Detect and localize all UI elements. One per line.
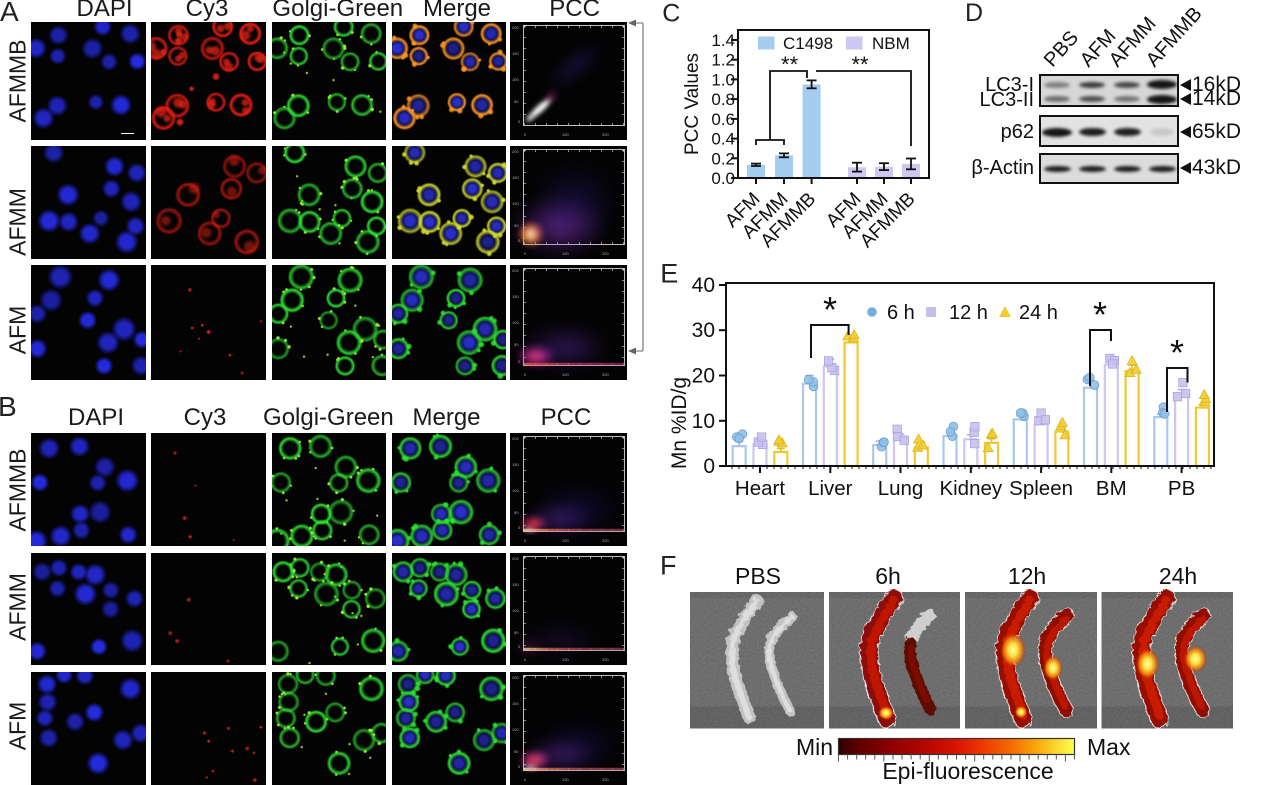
svg-text:6h: 6h	[875, 563, 901, 589]
svg-text:0.0: 0.0	[711, 169, 735, 188]
svg-text:*: *	[823, 289, 837, 330]
svg-text:12 h: 12 h	[949, 302, 988, 324]
svg-text:Kidney: Kidney	[939, 477, 1002, 500]
svg-text:Heart: Heart	[735, 477, 785, 500]
svg-text:Spleen: Spleen	[1009, 477, 1073, 500]
svg-text:0.2: 0.2	[711, 149, 735, 168]
svg-text:Max: Max	[1087, 734, 1131, 760]
svg-text:40: 40	[692, 274, 715, 297]
svg-text:PBS: PBS	[735, 563, 781, 589]
svg-text:**: **	[781, 52, 799, 77]
svg-text:24 h: 24 h	[1019, 302, 1058, 324]
svg-text:20: 20	[692, 365, 715, 388]
svg-text:24h: 24h	[1159, 563, 1197, 589]
svg-text:30: 30	[692, 319, 715, 342]
svg-text:PCC Values: PCC Values	[682, 53, 703, 155]
svg-text:Mn %ID/g: Mn %ID/g	[668, 377, 691, 469]
svg-text:Min: Min	[796, 734, 833, 760]
svg-text:0.4: 0.4	[711, 130, 735, 149]
svg-text:C1498: C1498	[783, 34, 833, 53]
svg-text:Lung: Lung	[878, 477, 924, 500]
svg-text:1.4: 1.4	[711, 31, 735, 50]
svg-text:6 h: 6 h	[887, 302, 915, 324]
svg-text:*: *	[1170, 332, 1184, 373]
svg-text:C: C	[662, 0, 680, 28]
svg-text:F: F	[660, 551, 677, 581]
svg-text:1.0: 1.0	[711, 70, 735, 89]
svg-text:BM: BM	[1096, 477, 1127, 500]
svg-text:10: 10	[692, 410, 715, 433]
svg-text:0: 0	[703, 455, 715, 478]
svg-text:E: E	[660, 258, 678, 288]
svg-text:12h: 12h	[1008, 563, 1046, 589]
svg-text:0.6: 0.6	[711, 110, 735, 129]
svg-text:1.2: 1.2	[711, 51, 735, 70]
svg-text:Epi-fluorescence: Epi-fluorescence	[882, 758, 1053, 784]
svg-text:*: *	[1093, 294, 1107, 335]
svg-text:**: **	[851, 52, 869, 77]
svg-text:0.8: 0.8	[711, 90, 735, 109]
svg-text:Liver: Liver	[808, 477, 853, 500]
svg-text:NBM: NBM	[872, 34, 910, 53]
svg-text:PB: PB	[1168, 477, 1195, 500]
